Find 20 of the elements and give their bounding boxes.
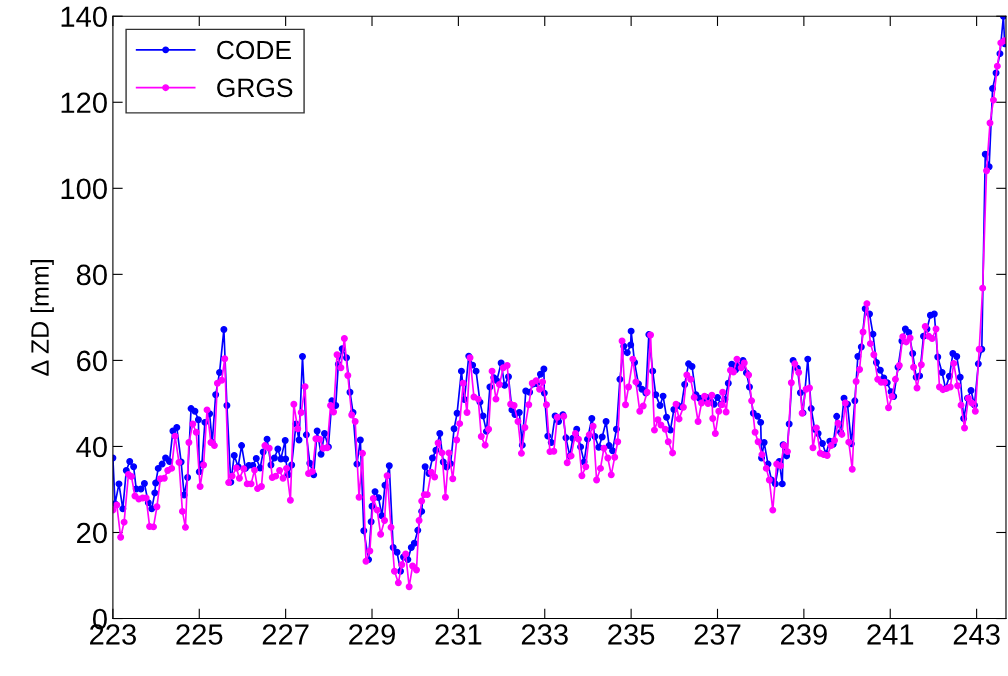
x-tick-label: 225 (176, 624, 223, 645)
x-tick-label: 229 (349, 624, 395, 645)
y-tick-label: 60 (77, 350, 107, 372)
y-tick-label: 120 (61, 92, 107, 114)
x-tick-label: 239 (781, 624, 827, 645)
x-tick-label: 243 (953, 624, 1000, 645)
x-tick-label: 241 (867, 624, 914, 645)
x-tick-label: 237 (694, 624, 741, 645)
y-tick-label: 100 (61, 178, 107, 200)
y-axis-title: Δ ZD [mm] (30, 260, 54, 376)
legend-label: CODE (217, 40, 291, 60)
x-tick-label: 231 (435, 624, 482, 645)
y-tick-label: 140 (61, 6, 107, 28)
y-tick-label: 40 (76, 436, 107, 458)
legend-label: GRGS (217, 78, 293, 98)
y-tick-label: 80 (76, 264, 107, 286)
x-tick-label: 227 (262, 624, 309, 645)
y-tick-label: 20 (77, 522, 107, 544)
x-tick-label: 235 (608, 624, 655, 645)
x-tick-label: 233 (521, 624, 568, 645)
